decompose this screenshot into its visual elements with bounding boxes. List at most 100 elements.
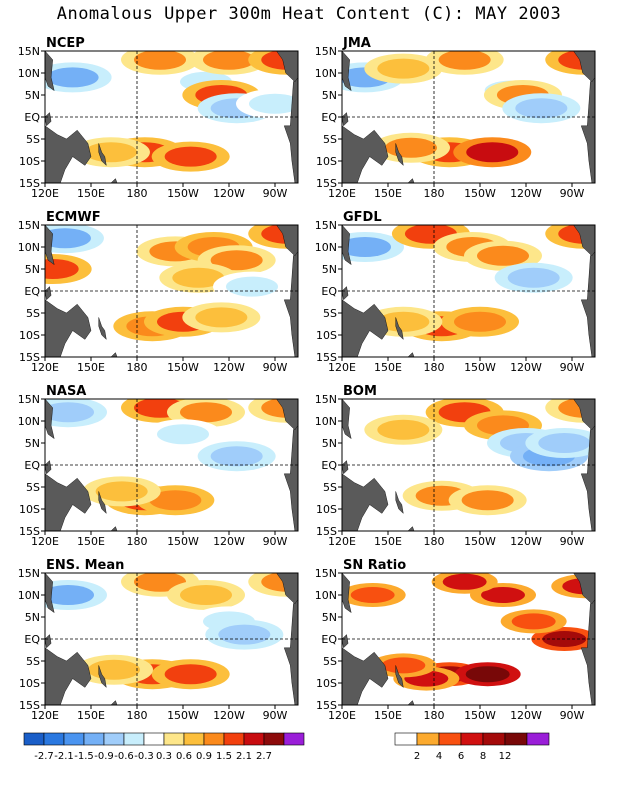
legend-swatch <box>63 732 85 746</box>
land-mass <box>573 225 595 257</box>
contour-core <box>377 419 430 440</box>
legend-swatch <box>416 732 440 746</box>
land-mass <box>342 299 389 357</box>
contour-core <box>454 311 506 332</box>
x-tick-label: 120W <box>213 535 245 548</box>
snr-legend: 2 4 6 8 12 <box>394 732 550 762</box>
contour-core <box>481 587 525 603</box>
land-mass <box>342 573 352 614</box>
y-tick-label: 10S <box>19 503 40 516</box>
contour-core <box>465 666 510 683</box>
legend-swatch <box>103 732 125 746</box>
y-tick-label: 15S <box>316 177 337 190</box>
land-mass <box>45 473 92 531</box>
panel-title: ECMWF <box>46 210 101 225</box>
legend-swatch <box>43 732 65 746</box>
y-tick-label: 15N <box>315 219 337 232</box>
land-mass <box>283 72 298 183</box>
x-tick-label: 180 <box>424 535 445 548</box>
x-tick-label: 120E <box>328 535 356 548</box>
land-mass <box>110 526 118 531</box>
x-tick-label: 150W <box>167 535 199 548</box>
x-tick-label: 120W <box>510 187 542 200</box>
y-tick-label: 5N <box>25 611 40 624</box>
panel-title: SN Ratio <box>343 558 406 573</box>
contour-core <box>84 142 137 163</box>
land-mass <box>342 634 349 649</box>
y-tick-label: 10N <box>315 589 337 602</box>
land-mass <box>283 420 298 531</box>
y-tick-label: EQ <box>321 459 337 472</box>
panel-jma: JMA 120E 150E 180 150W 120W 90W 15N 10N 5N EQ 5S 10S… <box>315 36 596 200</box>
land-mass <box>342 286 349 301</box>
legend-swatch <box>143 732 165 746</box>
x-tick-label: 150W <box>464 535 496 548</box>
y-tick-label: 15S <box>316 699 337 712</box>
land-mass <box>98 143 107 166</box>
x-tick-label: 90W <box>560 361 585 374</box>
y-tick-label: 15S <box>316 351 337 364</box>
y-tick-label: 10N <box>18 589 40 602</box>
x-tick-label: 90W <box>263 709 288 722</box>
legend-label: -0.9 <box>94 751 114 762</box>
panel-ncep: NCEP 120E 150E 180 150W 120W 90W 15N 10N 5N EQ 5S 10… <box>18 36 299 200</box>
land-mass <box>573 573 595 605</box>
x-tick-label: 150E <box>374 187 402 200</box>
y-tick-label: 10S <box>316 155 337 168</box>
land-mass <box>342 51 352 92</box>
legend-swatch <box>438 732 462 746</box>
contour-core <box>507 267 560 288</box>
y-tick-label: 10N <box>315 241 337 254</box>
x-tick-label: 180 <box>424 187 445 200</box>
land-mass <box>45 51 55 92</box>
y-tick-label: 10S <box>19 329 40 342</box>
y-tick-label: 15S <box>316 525 337 538</box>
x-tick-label: 120E <box>31 709 59 722</box>
land-mass <box>45 286 52 301</box>
panel-title: NCEP <box>46 36 85 51</box>
x-tick-label: 180 <box>424 709 445 722</box>
contour-core <box>377 311 430 332</box>
y-tick-label: 10S <box>19 677 40 690</box>
legend-label: 2 <box>414 751 420 762</box>
y-tick-label: 5S <box>323 307 337 320</box>
y-tick-label: 15S <box>19 699 40 712</box>
contour-core <box>180 585 232 605</box>
y-tick-label: 15S <box>19 351 40 364</box>
contour-core <box>180 402 232 423</box>
land-mass <box>342 473 389 531</box>
y-tick-label: EQ <box>321 633 337 646</box>
legend-swatch <box>83 732 105 746</box>
contour-core <box>172 267 225 288</box>
y-tick-label: 15N <box>315 393 337 406</box>
legend-swatch <box>526 732 550 746</box>
y-tick-label: 5S <box>323 655 337 668</box>
legend-swatch <box>394 732 418 746</box>
x-tick-label: 90W <box>263 187 288 200</box>
x-tick-label: 90W <box>263 361 288 374</box>
y-tick-label: 15S <box>19 525 40 538</box>
legend-swatch <box>283 732 305 746</box>
x-tick-label: 120E <box>31 361 59 374</box>
x-tick-label: 150E <box>77 535 105 548</box>
contour-core <box>515 98 568 119</box>
contour-core <box>134 51 186 70</box>
x-tick-label: 150W <box>167 187 199 200</box>
panel-title: GFDL <box>343 210 382 225</box>
land-mass <box>580 594 595 705</box>
y-tick-label: EQ <box>24 459 40 472</box>
land-mass <box>98 665 107 688</box>
y-tick-label: 10S <box>316 677 337 690</box>
contour-core <box>442 573 487 590</box>
land-mass <box>395 317 404 340</box>
x-tick-label: 150W <box>167 709 199 722</box>
contour-core <box>218 624 271 645</box>
x-tick-label: 150W <box>464 709 496 722</box>
legend-label: 2.7 <box>256 751 272 762</box>
y-tick-label: 5N <box>25 89 40 102</box>
y-tick-label: 5S <box>323 481 337 494</box>
contour-core <box>381 657 426 674</box>
contour-core <box>45 228 91 249</box>
y-tick-label: 10N <box>315 67 337 80</box>
figure-title: Anomalous Upper 300m Heat Content (C): M… <box>56 4 562 24</box>
